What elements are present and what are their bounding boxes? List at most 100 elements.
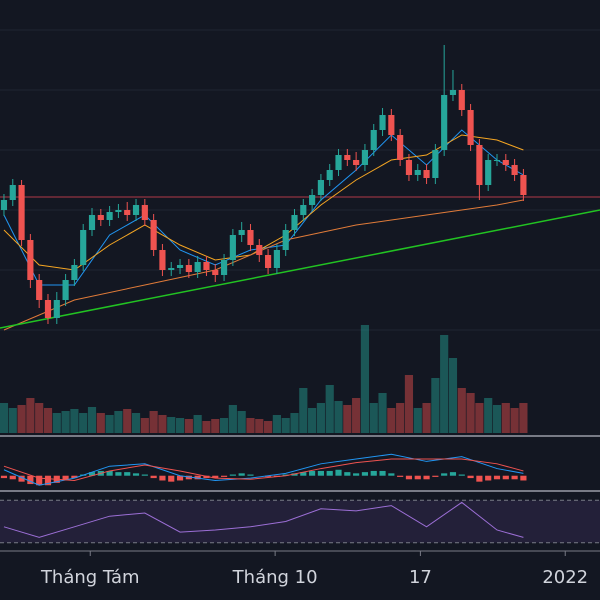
candle-body — [80, 230, 87, 265]
candle-body — [458, 90, 465, 110]
macd-histogram — [458, 474, 465, 476]
macd-histogram — [36, 475, 43, 486]
volume-bar — [131, 413, 141, 433]
candle-body — [476, 145, 483, 185]
macd-histogram — [344, 472, 351, 476]
volume-bar — [114, 411, 123, 433]
candle-body — [432, 150, 439, 178]
ma-line — [0, 209, 600, 329]
macd-histogram — [124, 472, 131, 476]
candle-body — [220, 260, 228, 275]
volume-bar — [387, 408, 396, 433]
rsi-band — [0, 500, 600, 543]
candle-body — [291, 215, 298, 230]
candle-body — [256, 245, 263, 255]
candle-body — [379, 115, 386, 130]
macd-histogram — [185, 475, 192, 480]
volume-bar — [228, 405, 237, 433]
x-tick-label: Tháng Tám — [40, 567, 140, 588]
macd-histogram — [282, 474, 289, 476]
candle-body — [203, 262, 210, 270]
macd-histogram — [449, 472, 457, 476]
volume-bar — [219, 418, 229, 433]
volume-bar — [246, 418, 255, 433]
volume-bar — [105, 415, 114, 433]
volume-bar — [202, 421, 211, 433]
volume-bar — [484, 398, 493, 433]
volume-bar — [26, 398, 35, 433]
candle-body — [344, 155, 351, 160]
candle-body — [88, 215, 96, 230]
volume-bar — [299, 388, 308, 433]
candle-body — [159, 250, 166, 270]
volume-bar — [211, 419, 220, 433]
volume-bar — [8, 408, 17, 433]
candle-body — [405, 160, 413, 175]
macd-histogram — [441, 473, 448, 476]
candle-body — [309, 195, 316, 205]
candle-body — [176, 265, 184, 268]
volume-bar — [369, 403, 378, 433]
candle-body — [388, 115, 395, 135]
candle-body — [185, 265, 192, 272]
candle-body — [168, 268, 175, 270]
volume-bar — [290, 413, 299, 433]
macd-histogram — [361, 472, 369, 476]
macd-histogram — [88, 472, 96, 476]
macd-histogram — [414, 475, 421, 480]
candle-body — [265, 255, 272, 268]
volume-bar — [140, 418, 149, 433]
volume-bar — [519, 403, 528, 433]
macd-histogram — [18, 475, 25, 482]
volume-bar — [0, 403, 9, 433]
macd-histogram — [44, 475, 52, 486]
macd-histogram — [317, 470, 324, 476]
macd-histogram — [397, 475, 404, 477]
candle-body — [520, 175, 527, 195]
macd-histogram — [370, 470, 377, 476]
macd-histogram — [388, 473, 395, 476]
macd-histogram — [423, 475, 430, 480]
macd-histogram — [168, 475, 175, 482]
macd-histogram — [247, 474, 254, 476]
macd-histogram — [115, 472, 122, 476]
volume-bar — [87, 407, 97, 433]
x-tick-label: 2022 — [542, 567, 588, 588]
candle-body — [353, 160, 360, 165]
candle-body — [335, 155, 342, 170]
candle-body — [397, 135, 404, 160]
candle-body — [132, 205, 140, 215]
volume-bar — [475, 403, 484, 433]
volume-bar — [448, 358, 458, 433]
volume-bar — [308, 408, 317, 433]
candle-body — [511, 165, 518, 175]
volume-bar — [440, 335, 449, 433]
candle-body — [317, 180, 324, 195]
volume-bar — [272, 415, 281, 433]
volume-bar — [334, 401, 343, 433]
macd-histogram — [520, 475, 527, 481]
candle-body — [467, 110, 474, 145]
macd-histogram — [9, 475, 16, 480]
candle-body — [194, 262, 201, 272]
macd-histogram — [71, 475, 78, 479]
macd-histogram — [62, 475, 69, 481]
volume-bar — [237, 411, 246, 433]
macd-histogram — [309, 470, 316, 476]
macd-histogram — [405, 475, 413, 480]
macd-histogram — [291, 473, 298, 476]
macd-histogram — [229, 474, 236, 476]
volume-bar — [167, 417, 176, 433]
volume-bar — [70, 409, 79, 433]
volume-bar — [325, 385, 334, 433]
volume-bar — [52, 413, 61, 433]
volume-bar — [492, 405, 502, 433]
volume-bar — [43, 408, 53, 433]
volume-bar — [404, 375, 414, 433]
macd-histogram — [150, 475, 157, 479]
macd-histogram — [27, 475, 34, 485]
candle-body — [300, 205, 307, 215]
candle-body — [441, 95, 448, 150]
volume-bar — [466, 393, 475, 433]
macd-line — [3, 458, 524, 481]
